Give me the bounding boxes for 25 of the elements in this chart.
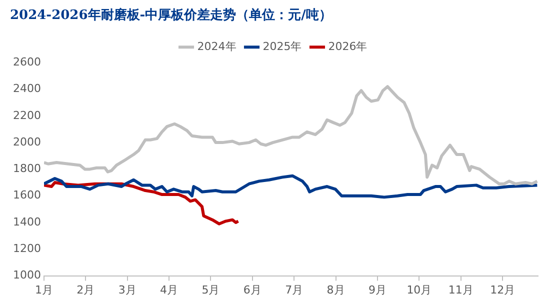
y-tick-label: 2400 xyxy=(12,82,41,96)
x-tick-label: 8月 xyxy=(326,283,345,296)
y-tick-label: 1000 xyxy=(12,268,41,282)
y-tick-label: 2600 xyxy=(12,55,41,68)
legend-label: 2024年 xyxy=(197,40,236,53)
x-tick-label: 1月 xyxy=(34,283,53,296)
x-tick-label: 4月 xyxy=(160,283,178,296)
x-tick-label: 12月 xyxy=(490,283,516,296)
x-tick-label: 9月 xyxy=(368,283,386,296)
x-tick-label: 6月 xyxy=(243,283,262,296)
y-tick-label: 2000 xyxy=(12,135,41,148)
x-tick-label: 7月 xyxy=(285,283,304,296)
y-tick-label: 2200 xyxy=(12,108,41,122)
x-tick-label: 11月 xyxy=(448,283,474,296)
y-tick-label: 1200 xyxy=(12,242,41,256)
y-tick-label: 1400 xyxy=(12,215,41,228)
legend-label: 2026年 xyxy=(328,40,368,53)
x-tick-label: 10月 xyxy=(406,283,432,296)
y-tick-label: 1600 xyxy=(12,188,41,202)
chart-title: 2024-2026年耐磨板-中厚板价差走势（单位：元/吨） xyxy=(10,7,332,24)
x-tick-label: 2月 xyxy=(76,283,95,296)
y-tick-label: 1800 xyxy=(12,162,41,176)
x-tick-label: 5月 xyxy=(202,283,220,296)
legend-label: 2025年 xyxy=(262,40,302,53)
x-tick-label: 3月 xyxy=(118,283,136,296)
